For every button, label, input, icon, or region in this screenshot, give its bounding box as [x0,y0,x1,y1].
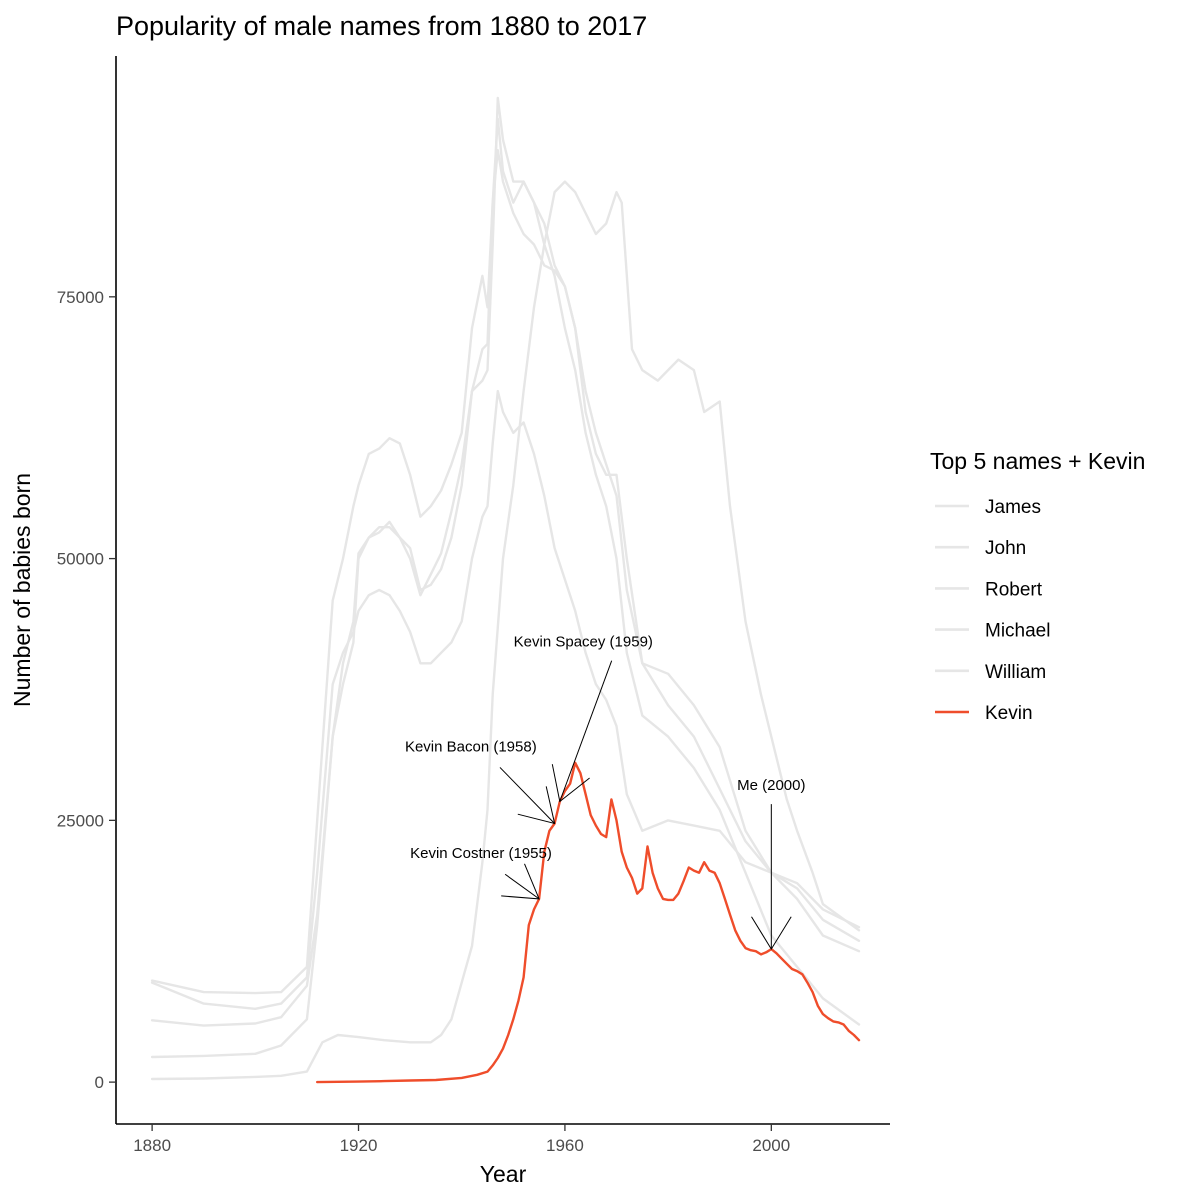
x-tick-label: 1960 [546,1136,584,1155]
legend-label-robert: Robert [985,579,1043,600]
annotation-arrowhead [551,764,590,803]
y-tick-label: 25000 [57,811,104,830]
y-tick-label: 75000 [57,288,104,307]
series-line-john [150,149,861,995]
annotation-label: Kevin Costner (1955) [410,845,552,862]
series-line-michael [150,180,861,1081]
annotation-arrowhead [751,916,792,951]
legend-label-james: James [985,497,1041,518]
y-tick-label: 50000 [57,550,104,569]
annotation-arrow [499,767,555,824]
legend-label-kevin: Kevin [985,703,1033,724]
annotation-arrow [559,660,613,802]
annotation-label: Kevin Spacey (1959) [514,634,653,651]
annotation-label: Kevin Bacon (1958) [405,738,537,755]
legend-label-william: William [985,662,1046,683]
legend-label-michael: Michael [985,621,1050,642]
plot-area: 0 25000 50000 75000 1880 1920 1960 2000 Kevin Co… [57,56,890,1155]
annotation-arrowhead [501,863,540,900]
legend: Top 5 names + Kevin James John Robert Micha… [930,448,1145,724]
legend-label-john: John [985,538,1026,559]
x-tick-label: 2000 [752,1136,790,1155]
x-axis-title: Year [480,1161,527,1187]
chart-title: Popularity of male names from 1880 to 20… [116,11,647,41]
legend-title: Top 5 names + Kevin [930,448,1145,474]
y-tick-label: 0 [95,1073,104,1092]
series-line-james [150,96,861,1027]
annotation-arrowhead [517,786,556,825]
x-tick-label: 1880 [133,1136,171,1155]
series-line-robert [150,117,861,1059]
y-axis-title: Number of babies born [9,473,35,707]
series-line-william [150,389,861,1010]
series-line-kevin [316,761,861,1084]
annotation-label: Me (2000) [737,777,805,794]
annotation-arrow [504,873,540,900]
x-tick-label: 1920 [340,1136,378,1155]
